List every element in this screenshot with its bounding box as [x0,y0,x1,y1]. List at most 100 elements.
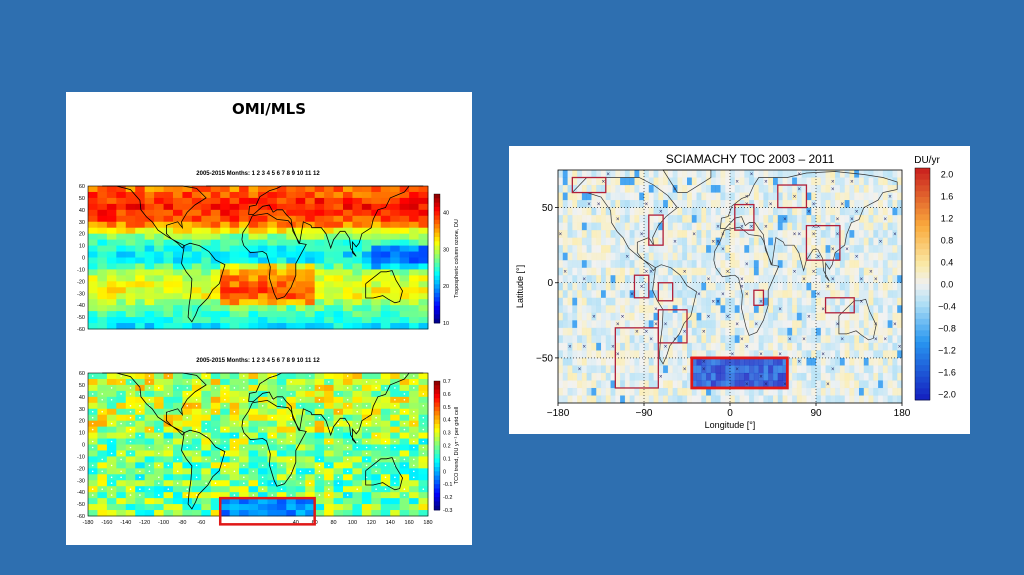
grid-cell [88,432,98,439]
grid-cell [97,450,108,457]
significance-mark: × [654,307,658,313]
grid-cell [125,239,136,246]
grid-cell [399,438,410,445]
grid-cell [806,275,812,284]
colorbar-tick-label: 0.2 [443,444,451,450]
significance-mark: × [874,277,878,283]
grid-cell [863,260,869,269]
grid-cell [701,267,707,276]
grid-cell [696,260,702,269]
grid-cell [201,186,212,193]
grid-cell [586,290,592,299]
grid-cell [201,239,212,246]
continent-outline [365,270,403,304]
grid-cell [620,282,626,291]
grid-cell [586,185,592,193]
grid-cell [352,299,363,306]
grid-cell [144,408,155,416]
significance-dot [375,381,377,383]
grid-cell [144,420,155,428]
grid-cell [887,267,893,276]
grid-cell [844,342,850,351]
grid-cell [352,468,363,475]
grid-cell [825,387,831,396]
grid-cell [163,245,174,252]
x-tick-label: 100 [348,520,357,526]
grid-cell [97,186,108,193]
grid-cell [830,372,836,381]
grid-cell [667,387,673,396]
grid-cell [744,245,750,253]
grid-cell [390,197,401,205]
grid-cell [658,380,664,389]
grid-cell [710,335,716,344]
grid-cell [849,207,855,216]
grid-cell [182,191,193,199]
grid-cell [380,323,391,330]
grid-cell [248,402,259,410]
grid-cell [854,380,860,389]
grid-cell [97,275,108,282]
grid-cell [248,305,259,312]
grid-cell [749,267,755,276]
grid-cell [615,372,621,381]
grid-cell [163,215,174,223]
grid-cell [878,207,884,216]
grid-cell [380,233,391,241]
grid-cell [125,233,136,241]
grid-cell [849,177,855,186]
grid-cell [644,267,650,276]
grid-cell [286,384,297,392]
significance-dot [346,405,349,407]
grid-cell [773,230,779,238]
grid-cell [658,215,664,223]
grid-cell [672,372,678,381]
grid-cell [324,191,334,199]
grid-cell [816,215,822,223]
grid-cell [352,275,363,282]
grid-cell [267,498,278,505]
significance-dot [290,440,292,443]
grid-cell [97,498,108,505]
grid-cell [248,384,259,392]
grid-cell [333,287,344,294]
grid-cell [295,510,306,517]
grid-cell [892,290,898,299]
grid-cell [201,251,212,258]
grid-cell [390,245,401,252]
grid-cell [191,293,202,300]
grid-cell [730,387,736,396]
grid-cell [796,372,802,381]
grid-cell [801,192,807,201]
grid-cell [248,390,259,398]
grid-cell [581,260,587,269]
grid-cell [596,290,602,299]
grid-cell [878,237,884,246]
grid-cell [295,186,306,193]
significance-dot [120,476,122,479]
grid-cell [677,312,683,321]
grid-cell [663,335,669,344]
grid-cell [144,263,155,270]
grid-cell [229,390,240,398]
grid-cell [154,299,164,306]
significance-mark: × [616,217,620,223]
grid-cell [601,260,607,269]
grid-cell [562,260,568,269]
grid-cell [839,297,845,306]
grid-cell [371,474,382,481]
grid-cell [863,245,869,253]
grid-cell [173,257,183,264]
grid-cell [777,177,783,186]
grid-cell [352,510,363,517]
grid-cell [839,365,845,374]
significance-dot [280,405,283,407]
grid-cell [239,269,249,276]
grid-cell [782,282,788,291]
grid-cell [610,342,616,351]
grid-cell [758,177,764,186]
grid-cell [787,335,793,344]
grid-cell [687,335,693,344]
grid-cell [191,390,202,398]
grid-cell [653,290,659,299]
